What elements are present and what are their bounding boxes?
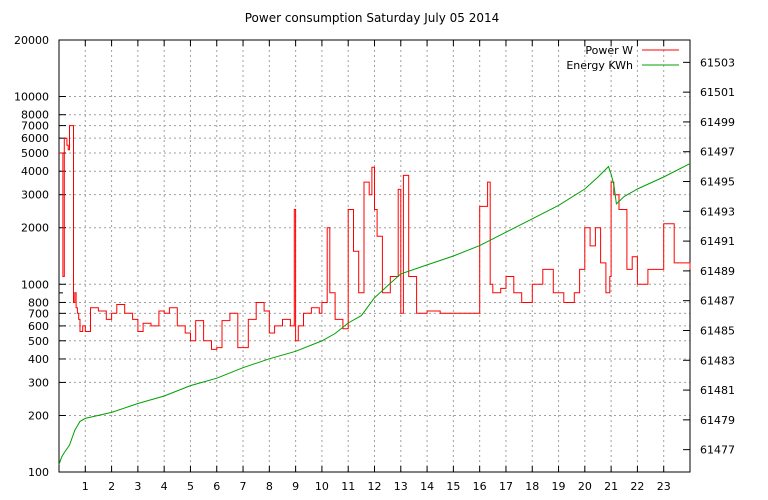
x-tick-label: 23 (657, 480, 671, 493)
legend-label-power: Power W (585, 44, 633, 57)
y-left-tick-label: 700 (28, 307, 49, 320)
y-right-tick-label: 61481 (700, 384, 735, 397)
x-tick-label: 14 (420, 480, 434, 493)
y-right-tick-label: 61487 (700, 295, 735, 308)
x-tick-label: 22 (630, 480, 644, 493)
x-tick-label: 11 (341, 480, 355, 493)
x-tick-label: 20 (578, 480, 592, 493)
y-right-tick-label: 61493 (700, 205, 735, 218)
y-right-tick-label: 61495 (700, 176, 735, 189)
x-tick-label: 19 (552, 480, 566, 493)
energy-series-line (58, 163, 691, 465)
y-left-tick-label: 400 (28, 353, 49, 366)
y-left-tick-label: 3000 (21, 189, 49, 202)
y-right-tick-label: 61491 (700, 235, 735, 248)
x-tick-label: 12 (368, 480, 382, 493)
y-right-tick-label: 61503 (700, 56, 735, 69)
axes: 1 2 3 4 5 6 7 8 9 10 11 12 13 14 15 16 17 18 19 20 21 22 23100… (14, 34, 735, 493)
y-left-tick-label: 5000 (21, 147, 49, 160)
y-left-tick-label: 100 (28, 466, 49, 479)
y-right-tick-label: 61485 (700, 324, 735, 337)
y-right-tick-label: 61501 (700, 86, 735, 99)
plot-border (58, 39, 691, 473)
x-tick-label: 9 (292, 480, 299, 493)
y-left-tick-label: 1000 (21, 278, 49, 291)
y-right-tick-label: 61479 (700, 414, 735, 427)
x-tick-label: 8 (266, 480, 273, 493)
x-tick-label: 17 (499, 480, 513, 493)
y-left-tick-label: 300 (28, 376, 49, 389)
y-left-tick-label: 7000 (21, 120, 49, 133)
x-tick-label: 7 (240, 480, 247, 493)
power-series-line (59, 125, 691, 350)
y-left-tick-label: 6000 (21, 132, 49, 145)
y-left-tick-label: 500 (28, 335, 49, 348)
y-left-tick-label: 4000 (21, 165, 49, 178)
y-right-tick-label: 61499 (700, 116, 735, 129)
x-tick-label: 5 (187, 480, 194, 493)
y-left-tick-label: 2000 (21, 222, 49, 235)
x-tick-label: 6 (213, 480, 220, 493)
legend-label-energy: Energy KWh (566, 59, 633, 72)
y-right-tick-label: 61483 (700, 354, 735, 367)
legend: Power W Energy KWh (566, 44, 679, 72)
x-tick-label: 1 (82, 480, 89, 493)
grid (59, 40, 690, 472)
y-left-tick-label: 20000 (14, 34, 49, 47)
y-left-tick-label: 800 (28, 296, 49, 309)
x-tick-label: 16 (473, 480, 487, 493)
x-tick-label: 2 (108, 480, 115, 493)
x-tick-label: 18 (525, 480, 539, 493)
y-right-tick-label: 61497 (700, 146, 735, 159)
y-left-tick-label: 200 (28, 409, 49, 422)
y-right-tick-label: 61477 (700, 444, 735, 457)
x-tick-label: 13 (394, 480, 408, 493)
y-left-tick-label: 600 (28, 320, 49, 333)
chart-title: Power consumption Saturday July 05 2014 (245, 11, 500, 25)
y-left-tick-label: 10000 (14, 91, 49, 104)
y-left-tick-label: 8000 (21, 109, 49, 122)
y-right-tick-label: 61489 (700, 265, 735, 278)
series-lines (58, 125, 691, 465)
x-tick-label: 10 (315, 480, 329, 493)
x-tick-label: 15 (446, 480, 460, 493)
x-tick-label: 3 (134, 480, 141, 493)
x-tick-label: 21 (604, 480, 618, 493)
x-tick-label: 4 (161, 480, 168, 493)
